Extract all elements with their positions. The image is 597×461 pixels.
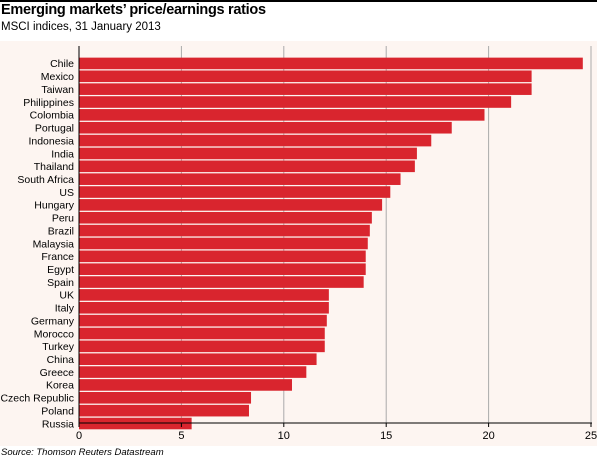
bar [79, 263, 366, 275]
category-label: Morocco [34, 328, 74, 340]
category-label: South Africa [17, 174, 74, 186]
category-label: US [59, 187, 74, 199]
category-label: Hungary [34, 200, 74, 212]
category-label: Spain [47, 277, 74, 289]
category-label: Czech Republic [0, 393, 74, 405]
bar [79, 327, 325, 340]
category-label: India [51, 148, 74, 160]
category-label: Malaysia [33, 238, 75, 250]
bar [79, 147, 417, 160]
category-label: Greece [40, 367, 75, 379]
bar [79, 83, 532, 95]
bar [79, 379, 292, 391]
category-label: Italy [55, 303, 75, 315]
bar [79, 173, 401, 185]
x-tick-label: 25 [585, 430, 597, 442]
bar [79, 237, 368, 250]
bar [79, 391, 252, 404]
bar [79, 121, 452, 134]
bar [79, 314, 327, 327]
x-tick-label: 10 [278, 430, 290, 442]
category-label: Korea [46, 380, 74, 392]
category-label: Mexico [41, 71, 74, 83]
category-label: Egypt [47, 264, 74, 276]
bar [79, 301, 329, 314]
bar [79, 353, 317, 366]
bar [79, 250, 366, 263]
chart-title: Emerging markets’ price/earnings ratios [1, 2, 266, 18]
top-rule [0, 0, 597, 2]
category-label: Thailand [34, 161, 74, 173]
bar [79, 57, 583, 70]
category-label: Portugal [35, 123, 74, 135]
category-label: France [41, 251, 74, 263]
chart-subtitle: MSCI indices, 31 January 2013 [1, 21, 161, 33]
category-label: Turkey [42, 341, 74, 353]
chart-panel: Chile Mexico Taiwan Philippines Colombia Port… [0, 41, 597, 446]
bar [79, 109, 485, 121]
category-label: Brazil [48, 225, 74, 237]
bar [79, 96, 512, 108]
bar [79, 366, 307, 378]
bar [79, 289, 329, 301]
x-tick-label: 0 [76, 430, 82, 442]
chart-source: Source: Thomson Reuters Datastream [1, 447, 164, 458]
x-axis: 0 5 10 15 20 25 [76, 46, 597, 442]
category-label: Peru [52, 213, 74, 225]
category-label: Taiwan [41, 84, 74, 96]
bar [79, 160, 415, 173]
bar [79, 134, 432, 147]
category-label: Russia [42, 418, 74, 430]
bar [79, 417, 192, 430]
bar [79, 70, 532, 83]
category-label: Philippines [23, 97, 74, 109]
bar [79, 404, 249, 417]
category-label: Germany [31, 315, 75, 327]
category-label: Chile [50, 58, 74, 70]
bar [79, 199, 383, 211]
bars [79, 57, 583, 430]
category-label: Indonesia [28, 135, 74, 147]
bar [79, 276, 364, 288]
category-label: UK [59, 290, 74, 302]
category-labels: ChileMexicoTaiwanPhilippinesColombiaPort… [0, 58, 74, 430]
category-label: Poland [41, 405, 74, 417]
x-tick-label: 20 [482, 430, 494, 442]
bar [79, 224, 370, 237]
bar-chart: ChileMexicoTaiwanPhilippinesColombiaPort… [0, 46, 597, 442]
bar [79, 186, 391, 198]
category-label: Colombia [30, 110, 75, 122]
bar [79, 340, 325, 353]
x-tick-label: 15 [380, 430, 392, 442]
category-label: China [47, 354, 75, 366]
bar [79, 211, 372, 224]
x-tick-label: 5 [178, 430, 184, 442]
